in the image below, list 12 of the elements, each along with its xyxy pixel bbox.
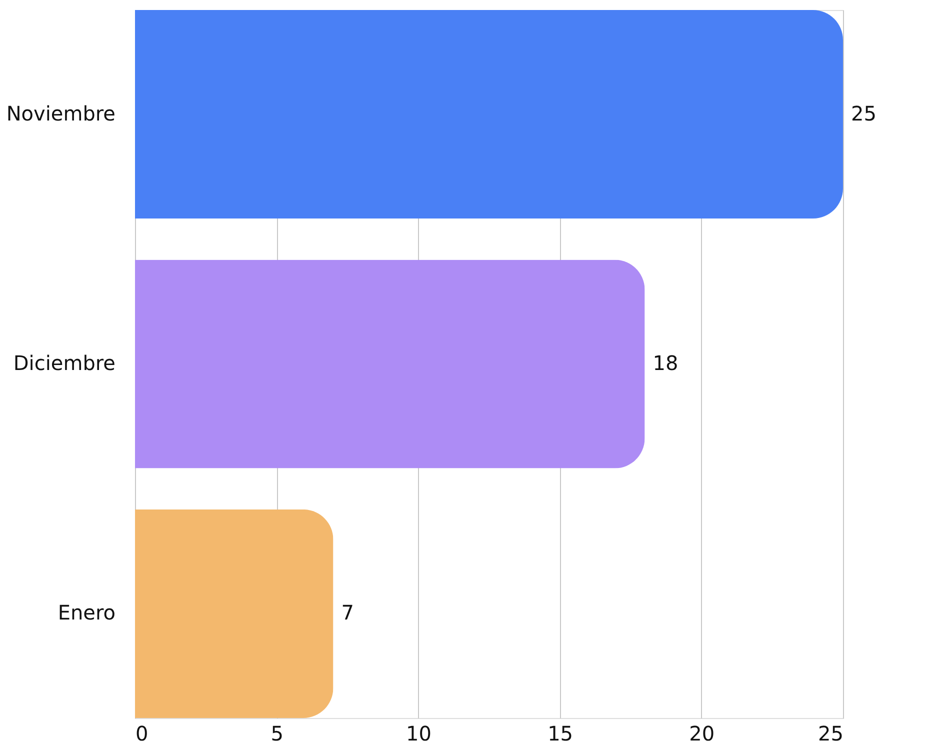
data-label: 7	[341, 600, 354, 625]
x-tick-label: 0	[136, 722, 148, 746]
y-tick-label: Diciembre	[13, 351, 116, 375]
x-tick-label: 25	[818, 722, 844, 746]
y-tick-label: Enero	[58, 600, 116, 625]
x-tick-label: 20	[689, 722, 715, 746]
data-label: 25	[851, 101, 876, 126]
x-tick-label: 15	[548, 722, 574, 746]
x-tick-label: 10	[406, 722, 432, 746]
x-tick-label: 5	[270, 722, 284, 746]
data-label: 18	[652, 351, 678, 375]
y-tick-label: Noviembre	[6, 101, 116, 126]
